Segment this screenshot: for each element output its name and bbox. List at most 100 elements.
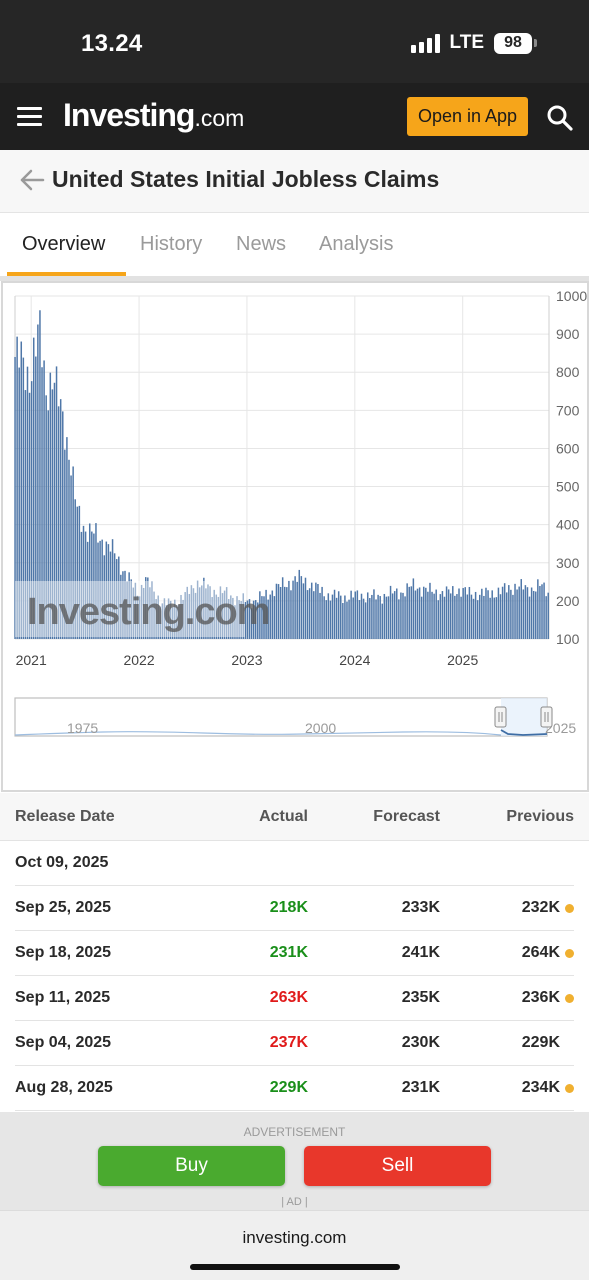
chart-bar — [217, 596, 220, 639]
chart-bar — [308, 588, 311, 639]
open-in-app-button[interactable]: Open in App — [407, 97, 528, 136]
tabs-divider — [0, 276, 589, 281]
tab-history[interactable]: History — [140, 233, 203, 255]
battery-level: 98 — [494, 32, 532, 54]
cell-release-date: Sep 25, 2025 — [15, 899, 112, 916]
chart-bar — [115, 559, 118, 639]
chart-bar — [532, 590, 535, 639]
search-icon[interactable] — [546, 104, 574, 132]
chart-bar — [109, 551, 112, 639]
chart-bar — [234, 605, 236, 639]
buy-button[interactable]: Buy — [98, 1146, 285, 1186]
chart-bar — [39, 310, 41, 639]
table-row[interactable]: Sep 25, 2025 218K 233K 232K — [15, 886, 574, 931]
revised-indicator-icon[interactable] — [565, 994, 574, 1003]
x-tick-label: 2023 — [231, 652, 262, 668]
claims-chart[interactable]: Investing.com 1000 900 800 700 600 500 400 300 2… — [3, 283, 587, 790]
chart-bar — [408, 586, 410, 639]
chart-bar — [393, 591, 396, 639]
revised-indicator-icon[interactable] — [565, 904, 574, 913]
chart-bar — [201, 585, 203, 639]
back-arrow-icon[interactable] — [19, 168, 45, 192]
chart-bar — [350, 590, 352, 639]
menu-icon[interactable] — [17, 105, 43, 127]
y-tick-label: 500 — [556, 479, 580, 495]
navigator-handle-right[interactable] — [540, 706, 553, 728]
active-tab-indicator — [7, 272, 126, 276]
navigator-handle-left[interactable] — [494, 706, 507, 728]
cell-previous: 232K — [521, 899, 560, 916]
chart-bar — [300, 576, 303, 639]
table-row[interactable]: Aug 28, 2025 229K 231K 234K — [15, 1066, 574, 1111]
chart-bar — [340, 595, 342, 639]
chart-bar — [22, 357, 25, 639]
table-row[interactable]: Oct 09, 2025 — [15, 841, 574, 886]
y-tick-label: 400 — [556, 517, 580, 533]
chart-bar — [543, 582, 545, 639]
chart-bar — [464, 587, 466, 639]
chart-bar — [474, 591, 477, 639]
chart-bar — [298, 569, 301, 639]
chart-bar — [290, 590, 292, 639]
table-row[interactable]: Sep 04, 2025 237K 230K 229K — [15, 1021, 574, 1066]
chart-bar — [118, 556, 120, 639]
investing-logo[interactable]: Investing .com — [63, 97, 244, 134]
chart-bar — [163, 598, 166, 639]
chart-bar — [522, 589, 525, 639]
chart-bar — [76, 506, 79, 639]
table-row[interactable]: Sep 11, 2025 263K 235K 236K — [15, 976, 574, 1021]
x-tick-label: 2025 — [447, 652, 478, 668]
chart-bar — [321, 586, 323, 639]
chart-bar — [186, 586, 188, 639]
chart-bar — [360, 593, 363, 639]
header-release-date: Release Date — [15, 808, 115, 825]
chart-bar — [275, 583, 278, 639]
chart-bar — [472, 598, 475, 639]
chart-bar — [196, 580, 199, 639]
sell-button[interactable]: Sell — [304, 1146, 491, 1186]
chart-bar — [537, 579, 539, 639]
browser-url-bar[interactable]: investing.com — [0, 1210, 589, 1280]
y-tick-label: 800 — [556, 364, 580, 380]
chart-bar — [466, 594, 469, 639]
chart-bar — [203, 577, 205, 639]
chart-bar — [483, 595, 485, 639]
tab-overview[interactable]: Overview — [22, 233, 106, 255]
page-header: United States Initial Jobless Claims — [0, 150, 589, 213]
chart-bar — [49, 372, 52, 639]
chart-bar — [304, 577, 307, 639]
revised-indicator-icon[interactable] — [565, 1084, 574, 1093]
chart-bar — [454, 595, 456, 639]
home-indicator[interactable] — [190, 1264, 400, 1270]
chart-bar — [227, 599, 230, 639]
y-tick-label: 300 — [556, 555, 580, 571]
chart-bar — [142, 587, 145, 639]
chart-bar — [242, 593, 245, 639]
chart-bar — [493, 597, 496, 639]
revised-indicator-icon[interactable] — [565, 949, 574, 958]
chart-bar — [292, 580, 294, 639]
tab-analysis[interactable]: Analysis — [319, 233, 394, 255]
chart-bar — [539, 585, 541, 639]
chart-bar — [491, 590, 493, 639]
chart-bar — [364, 602, 367, 639]
cell-actual: 237K — [269, 1034, 308, 1051]
chart-bar — [279, 587, 282, 639]
top-nav: Investing .com Open in App — [0, 83, 589, 150]
chart-bar — [147, 577, 149, 639]
chart-bar — [530, 587, 533, 639]
y-tick-label: 600 — [556, 440, 580, 456]
chart-bar — [184, 592, 186, 639]
chart-bar — [371, 594, 373, 639]
chart-container[interactable]: Investing.com 1000 900 800 700 600 500 400 300 2… — [1, 281, 589, 792]
table-row[interactable]: Sep 18, 2025 231K 241K 264K — [15, 931, 574, 976]
tab-news[interactable]: News — [236, 233, 287, 255]
chart-bar — [286, 587, 288, 639]
navigator-selection[interactable] — [501, 698, 547, 736]
chart-bar — [333, 589, 336, 639]
network-label: LTE — [449, 32, 484, 53]
chart-bar — [265, 589, 267, 639]
chart-bar — [545, 596, 547, 639]
chart-bar — [516, 589, 518, 639]
url-text: investing.com — [242, 1228, 347, 1247]
